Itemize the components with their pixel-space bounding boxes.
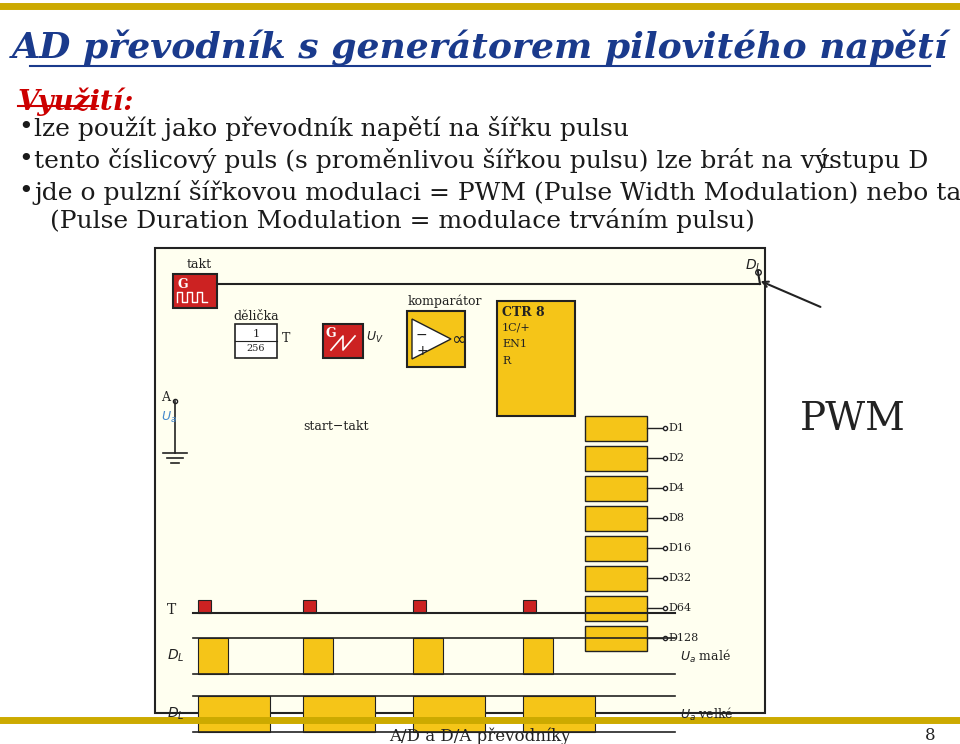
Text: jde o pulzní šířkovou modulaci = PWM (Pulse Width Modulation) nebo také PDM: jde o pulzní šířkovou modulaci = PWM (Pu… <box>34 180 960 205</box>
Text: L: L <box>820 154 832 172</box>
Text: dělička: dělička <box>233 310 278 323</box>
Bar <box>303 638 333 674</box>
Bar <box>198 600 211 613</box>
Bar <box>497 301 575 416</box>
Text: AD převodník s generátorem pilovitého napětí: AD převodník s generátorem pilovitého na… <box>12 30 948 66</box>
Bar <box>413 600 426 613</box>
Text: $U_a$ malé: $U_a$ malé <box>680 647 731 664</box>
Text: G: G <box>178 278 188 291</box>
Text: (Pulse Duration Modulation = modulace trváním pulsu): (Pulse Duration Modulation = modulace tr… <box>34 208 755 233</box>
Bar <box>585 596 647 621</box>
Bar <box>303 696 375 732</box>
Text: +: + <box>416 344 427 358</box>
Text: EN1: EN1 <box>502 339 527 349</box>
Text: ∞: ∞ <box>451 331 466 349</box>
Bar <box>407 311 465 367</box>
Text: CTR 8: CTR 8 <box>502 306 544 319</box>
Text: •: • <box>18 116 33 139</box>
Bar <box>585 506 647 531</box>
Text: D1: D1 <box>668 423 684 433</box>
Bar <box>198 696 270 732</box>
Text: takt: takt <box>187 258 212 271</box>
Text: tento číslicový puls (s proměnlivou šířkou pulsu) lze brát na výstupu D: tento číslicový puls (s proměnlivou šířk… <box>34 148 928 173</box>
Text: •: • <box>18 148 33 171</box>
Text: 1: 1 <box>252 329 259 339</box>
Bar <box>413 696 485 732</box>
Text: D2: D2 <box>668 453 684 463</box>
Bar <box>585 416 647 441</box>
Bar <box>198 638 228 674</box>
Bar <box>585 626 647 651</box>
Text: −: − <box>416 328 427 342</box>
Text: D16: D16 <box>668 543 691 553</box>
Text: 8: 8 <box>924 728 935 744</box>
Text: komparátor: komparátor <box>408 295 483 309</box>
Text: $D_L$: $D_L$ <box>167 706 184 722</box>
Text: D4: D4 <box>668 483 684 493</box>
Text: Využití:: Využití: <box>18 88 134 117</box>
Text: A/D a D/A převodníky: A/D a D/A převodníky <box>389 727 571 744</box>
Bar <box>585 566 647 591</box>
Polygon shape <box>412 319 451 359</box>
Text: start−takt: start−takt <box>303 420 369 433</box>
Text: PWM: PWM <box>800 402 906 438</box>
Bar <box>523 600 536 613</box>
Bar <box>523 638 553 674</box>
Text: D32: D32 <box>668 573 691 583</box>
Text: $D_L$: $D_L$ <box>167 648 184 664</box>
Bar <box>413 638 443 674</box>
Text: 256: 256 <box>247 344 265 353</box>
Bar <box>585 476 647 501</box>
Text: •: • <box>18 180 33 203</box>
Text: $U_V$: $U_V$ <box>366 330 384 345</box>
Text: 1C/+: 1C/+ <box>502 323 531 333</box>
Text: T: T <box>167 603 177 617</box>
Bar <box>235 324 277 358</box>
Text: D128: D128 <box>668 633 698 643</box>
Text: T: T <box>282 332 290 345</box>
Text: $D_L$: $D_L$ <box>745 258 762 275</box>
Text: lze použít jako převodník napětí na šířku pulsu: lze použít jako převodník napětí na šířk… <box>34 116 629 141</box>
Text: A: A <box>161 391 170 404</box>
Bar <box>155 248 765 713</box>
Bar <box>173 274 217 308</box>
Text: D8: D8 <box>668 513 684 523</box>
Text: D64: D64 <box>668 603 691 613</box>
Bar <box>585 446 647 471</box>
Text: $U_a$: $U_a$ <box>161 410 177 425</box>
Bar <box>585 536 647 561</box>
Bar <box>523 696 595 732</box>
Text: $U_a$ velké: $U_a$ velké <box>680 705 733 722</box>
Text: R: R <box>502 356 511 366</box>
Bar <box>303 600 316 613</box>
Text: G: G <box>326 327 337 340</box>
Bar <box>323 324 363 358</box>
